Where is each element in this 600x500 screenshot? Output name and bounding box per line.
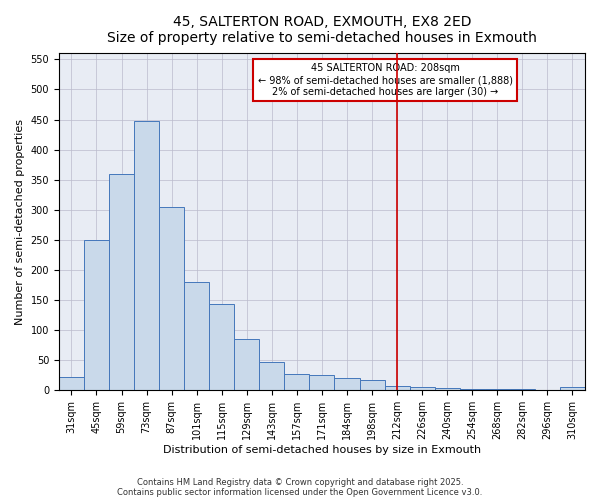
Bar xyxy=(334,378,359,390)
Bar xyxy=(510,389,535,390)
Y-axis label: Number of semi-detached properties: Number of semi-detached properties xyxy=(15,119,25,325)
X-axis label: Distribution of semi-detached houses by size in Exmouth: Distribution of semi-detached houses by … xyxy=(163,445,481,455)
Bar xyxy=(359,380,385,390)
Bar xyxy=(485,388,510,390)
Bar xyxy=(209,304,234,390)
Bar xyxy=(434,388,460,390)
Bar xyxy=(560,386,585,390)
Title: 45, SALTERTON ROAD, EXMOUTH, EX8 2ED
Size of property relative to semi-detached : 45, SALTERTON ROAD, EXMOUTH, EX8 2ED Siz… xyxy=(107,15,537,45)
Bar xyxy=(284,374,310,390)
Bar xyxy=(460,388,485,390)
Bar xyxy=(59,377,84,390)
Bar xyxy=(184,282,209,391)
Bar xyxy=(134,120,159,390)
Text: Contains HM Land Registry data © Crown copyright and database right 2025.
Contai: Contains HM Land Registry data © Crown c… xyxy=(118,478,482,497)
Bar xyxy=(310,376,334,390)
Bar xyxy=(84,240,109,390)
Bar xyxy=(109,174,134,390)
Bar xyxy=(259,362,284,390)
Bar xyxy=(234,339,259,390)
Text: 45 SALTERTON ROAD: 208sqm
← 98% of semi-detached houses are smaller (1,888)
2% o: 45 SALTERTON ROAD: 208sqm ← 98% of semi-… xyxy=(257,64,512,96)
Bar xyxy=(410,388,434,390)
Bar xyxy=(159,207,184,390)
Bar xyxy=(385,386,410,390)
